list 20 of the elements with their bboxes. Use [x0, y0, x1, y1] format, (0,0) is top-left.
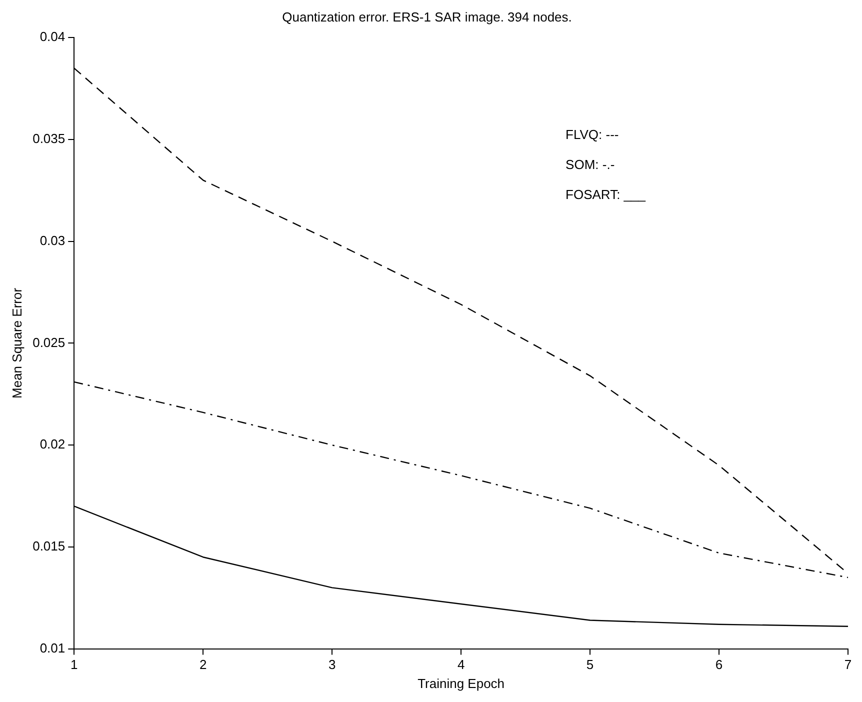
- x-tick-label: 1: [70, 657, 78, 672]
- x-tick-label: 2: [199, 657, 207, 672]
- y-tick-label: 0.015: [32, 538, 66, 554]
- x-tick-label: 7: [844, 657, 852, 672]
- x-tick-label: 3: [328, 657, 336, 672]
- y-tick-label: 0.025: [32, 334, 66, 350]
- x-tick-label: 5: [586, 657, 594, 672]
- x-axis-title: Training Epoch: [418, 676, 505, 691]
- x-tick-label: 4: [457, 657, 465, 672]
- y-tick-label: 0.01: [40, 640, 66, 656]
- annotation: FLVQ: ---: [566, 127, 619, 142]
- y-tick-label: 0.03: [40, 232, 66, 248]
- x-tick-label: 6: [715, 657, 723, 672]
- chart-title: Quantization error. ERS-1 SAR image. 394 nodes.: [282, 9, 572, 24]
- annotation: FOSART: ___: [566, 187, 646, 202]
- y-tick-label: 0.035: [32, 131, 66, 146]
- annotation: SOM: -.-: [566, 157, 615, 172]
- y-axis-title: Mean Square Error: [9, 287, 24, 398]
- y-tick-label: 0.04: [40, 29, 66, 44]
- y-tick-label: 0.02: [40, 436, 66, 452]
